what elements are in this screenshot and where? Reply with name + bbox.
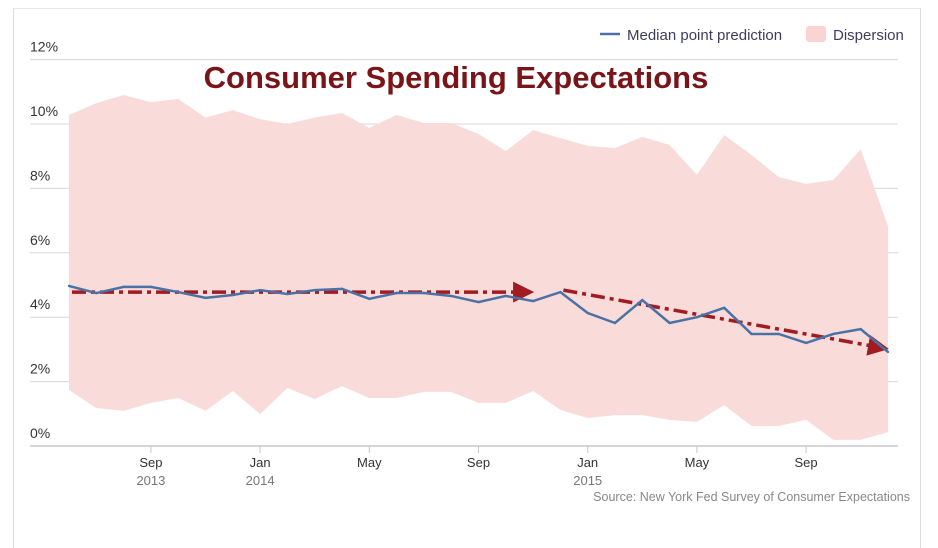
median-point <box>504 294 507 298</box>
median-point <box>395 291 398 295</box>
legend-dispersion-label[interactable]: Dispersion <box>833 27 904 44</box>
median-point <box>586 311 589 315</box>
chart-title: Consumer Spending Expectations <box>204 60 709 95</box>
median-point <box>777 332 780 336</box>
median-point <box>368 297 371 301</box>
median-point <box>204 296 207 300</box>
median-point <box>231 293 234 297</box>
median-point <box>340 287 344 291</box>
median-point <box>886 350 890 354</box>
median-point <box>422 291 426 295</box>
x-tick-year: 2013 <box>136 473 165 488</box>
y-tick-label: 6% <box>30 232 50 248</box>
y-tick-label: 4% <box>30 296 50 312</box>
y-tick-label: 12% <box>30 39 58 55</box>
median-point <box>695 316 699 319</box>
legend-median-label[interactable]: Median point prediction <box>627 27 782 44</box>
trend-arrow <box>563 288 889 356</box>
median-point <box>613 321 617 325</box>
median-line-group <box>67 284 890 354</box>
x-tick-month: May <box>357 455 382 470</box>
median-point <box>67 284 71 288</box>
legend[interactable]: Median point prediction Dispersion <box>600 26 904 44</box>
median-point <box>559 290 562 294</box>
median-point <box>668 321 671 325</box>
chart-frame <box>13 8 921 548</box>
median-point <box>95 291 98 295</box>
median-point <box>750 332 753 336</box>
x-tick-month: Sep <box>139 455 162 470</box>
median-point <box>450 294 453 298</box>
median-point <box>313 288 316 292</box>
median-point <box>804 341 808 345</box>
chart: 0% 2% 4% 6% 8% 10% 12% Sep 2013 Jan 2014 May Sep Jan… <box>30 26 910 504</box>
y-tick-label: 10% <box>30 103 58 119</box>
y-tick-label: 2% <box>30 361 50 377</box>
dispersion-band-group <box>69 95 888 440</box>
x-tick-month: Jan <box>250 455 271 470</box>
median-point <box>723 306 726 310</box>
median-point <box>641 298 644 302</box>
median-point <box>177 290 180 294</box>
source-note: Source: New York Fed Survey of Consumer … <box>593 490 910 504</box>
median-point <box>122 285 125 289</box>
x-tick-month: Jan <box>577 455 598 470</box>
median-point <box>531 299 535 303</box>
x-tick-month: May <box>685 455 710 470</box>
x-tick-month: Sep <box>467 455 490 470</box>
y-tick-label: 0% <box>30 425 50 441</box>
dispersion-area <box>69 95 888 440</box>
y-tick-label: 8% <box>30 167 50 183</box>
median-point <box>149 285 153 289</box>
median-point <box>859 327 862 331</box>
x-tick-month: Sep <box>795 455 818 470</box>
x-tick-year: 2015 <box>573 473 602 488</box>
x-tick-year: 2014 <box>246 473 275 488</box>
median-point <box>832 332 835 336</box>
median-point <box>477 300 480 304</box>
axes: Sep 2013 Jan 2014 May Sep Jan 2015 May Sep <box>30 445 898 488</box>
median-point <box>258 288 262 292</box>
median-point <box>286 292 289 296</box>
legend-dispersion-swatch <box>806 26 826 42</box>
